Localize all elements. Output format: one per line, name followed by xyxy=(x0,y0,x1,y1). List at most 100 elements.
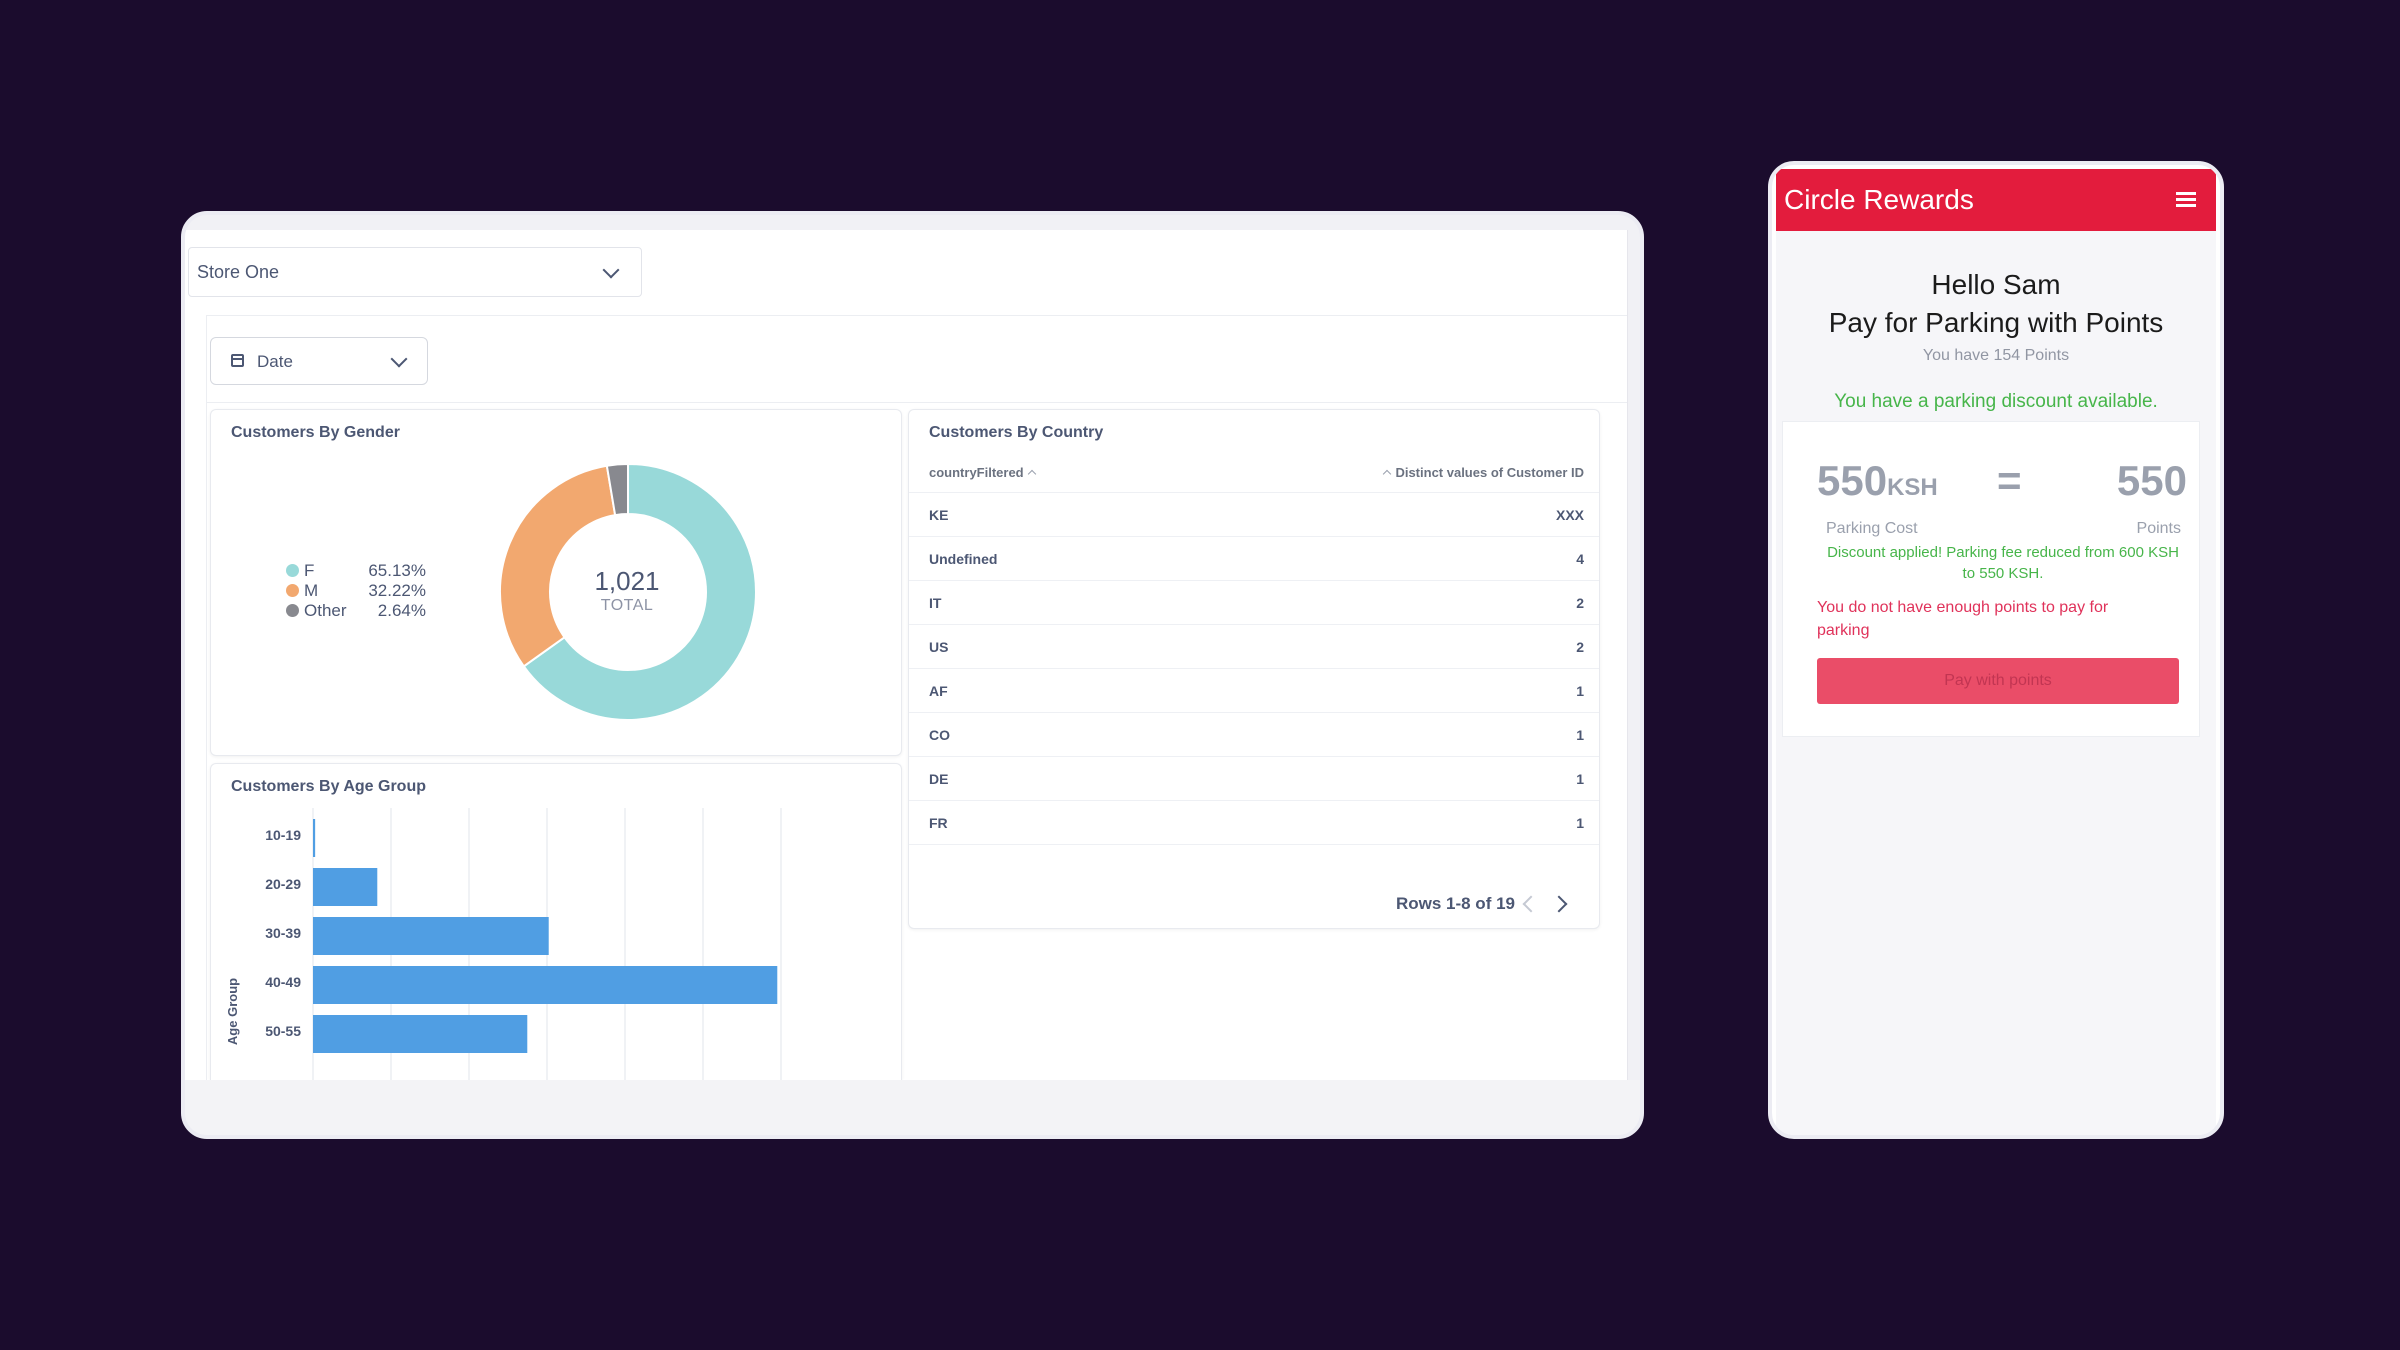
gender-donut-chart[interactable] xyxy=(500,464,756,720)
app-header: Circle Rewards xyxy=(1776,169,2216,231)
cell-country: FR xyxy=(929,815,948,831)
points-balance: You have 154 Points xyxy=(1922,347,2070,364)
chevron-left-icon[interactable] xyxy=(1522,895,1540,913)
pager-label: Rows 1-8 of 19 xyxy=(1395,894,1515,913)
table-row[interactable]: Undefined 4 xyxy=(909,537,1599,581)
discount-applied-message: Discount applied! Parking fee reduced fr… xyxy=(1827,544,2179,582)
legend-name: Other xyxy=(304,601,347,620)
parking-cost-caption: Parking Cost xyxy=(1826,520,1918,537)
date-filter[interactable]: Date xyxy=(210,337,428,385)
pay-button-label: Pay with points xyxy=(1944,672,2052,689)
cell-count: 1 xyxy=(1576,683,1584,699)
table-row[interactable]: KE XXX xyxy=(909,493,1599,537)
donut-slice-m[interactable] xyxy=(500,464,617,668)
store-select[interactable]: Store One xyxy=(188,247,642,297)
donut-slice-other[interactable] xyxy=(605,464,629,517)
table-row[interactable]: AF 1 xyxy=(909,669,1599,713)
app-title: Circle Rewards xyxy=(1784,184,1974,215)
cell-country: CO xyxy=(929,727,950,743)
chevron-right-icon[interactable] xyxy=(1550,895,1568,913)
tick-label: 40-49 xyxy=(265,974,301,990)
date-filter-label: Date xyxy=(257,352,293,371)
tick-label: 10-19 xyxy=(265,827,301,843)
country-card: Customers By Country countryFiltered Dis… xyxy=(908,409,1600,929)
chevron-down-icon xyxy=(602,261,620,279)
table-row[interactable]: IT 2 xyxy=(909,581,1599,625)
column-header-country[interactable]: countryFiltered xyxy=(929,465,1040,480)
cell-country: AF xyxy=(929,683,948,699)
donut-total-label: TOTAL xyxy=(600,597,654,614)
tick-label: 30-39 xyxy=(265,925,301,941)
parking-cost-value: 550 xyxy=(1817,457,1888,504)
age-bar-chart[interactable]: 10-19 20-29 30-39 40-49 50-55 xyxy=(211,808,901,1081)
legend-dot xyxy=(286,564,299,577)
table-row[interactable]: US 2 xyxy=(909,625,1599,669)
sort-asc-icon xyxy=(1027,469,1036,478)
sort-asc-icon xyxy=(1383,469,1392,478)
points-caption: Points xyxy=(2136,520,2181,537)
parking-cost-unit: KSH xyxy=(1887,474,1938,501)
cell-country: US xyxy=(929,639,949,655)
table-header: countryFiltered Distinct values of Custo… xyxy=(909,452,1599,493)
cell-country: Undefined xyxy=(929,551,998,567)
store-select-value: Store One xyxy=(197,262,280,282)
greeting: Hello Sam xyxy=(1931,269,2061,300)
bar-30-39[interactable] xyxy=(313,917,549,955)
phone-content: Hello Sam Pay for Parking with Points Yo… xyxy=(1776,231,2216,1135)
country-table: countryFiltered Distinct values of Custo… xyxy=(909,452,1599,845)
cell-count: 1 xyxy=(1576,727,1584,743)
cell-count: 4 xyxy=(1576,551,1584,567)
points-required: 550 xyxy=(2116,457,2187,504)
legend-dot xyxy=(286,584,299,597)
table-row[interactable]: CO 1 xyxy=(909,713,1599,757)
dashboard-grid: Date Customers By Gender F 65.13% M 32 xyxy=(206,315,1627,1081)
pay-with-points-button[interactable]: Pay with points xyxy=(1817,658,2179,704)
parking-cost: 550KSH xyxy=(1817,457,1938,505)
tick-label: 20-29 xyxy=(265,876,301,892)
parking-payment-card: 550KSH = 550 Parking Cost Points Discoun… xyxy=(1782,421,2200,737)
bar-10-19[interactable] xyxy=(313,819,316,857)
column-header-label: Distinct values of Customer ID xyxy=(1395,465,1584,480)
cell-count: 2 xyxy=(1576,595,1584,611)
column-header-label: countryFiltered xyxy=(929,465,1024,480)
page-title: Pay for Parking with Points xyxy=(1828,307,2164,338)
bar-40-49[interactable] xyxy=(313,966,778,1004)
legend-value: 32.22% xyxy=(368,581,426,600)
donut-slice-f[interactable] xyxy=(522,464,756,720)
divider xyxy=(207,402,1627,403)
donut-total-value: 1,021 xyxy=(594,566,660,596)
chevron-down-icon xyxy=(390,350,408,368)
bar-50-55[interactable] xyxy=(313,1015,528,1053)
phone-window: Circle Rewards Hello Sam Pay for Parking… xyxy=(1768,161,2224,1139)
cell-count: 1 xyxy=(1576,815,1584,831)
insufficient-points-error: You do not have enough points to pay for… xyxy=(1817,599,2109,639)
age-group-card: Customers By Age Group Age Group 10-19 20… xyxy=(210,763,902,1081)
table-row[interactable]: DE 1 xyxy=(909,757,1599,801)
legend-item[interactable]: F 65.13% xyxy=(286,561,426,581)
column-header-count[interactable]: Distinct values of Customer ID xyxy=(1379,465,1584,480)
legend-value: 2.64% xyxy=(377,601,426,620)
gender-legend: F 65.13% M 32.22% Other 2.64% xyxy=(286,561,426,621)
legend-item[interactable]: M 32.22% xyxy=(286,581,426,601)
bar-20-29[interactable] xyxy=(313,868,378,906)
tick-label: 50-55 xyxy=(265,1023,301,1039)
gender-card: Customers By Gender F 65.13% M 32.22% xyxy=(210,409,902,756)
dashboard-content: Store One Date Customers By Gender F 65.… xyxy=(185,230,1628,1081)
calendar-icon xyxy=(231,354,244,367)
card-title: Customers By Age Group xyxy=(231,778,426,795)
card-title: Customers By Country xyxy=(929,424,1104,441)
card-title: Customers By Gender xyxy=(231,424,400,441)
dashboard-footer xyxy=(185,1080,1640,1135)
legend-name: M xyxy=(304,581,319,600)
discount-notice: You have a parking discount available. xyxy=(1834,391,2158,412)
equals-sign: = xyxy=(1997,457,2022,504)
legend-item[interactable]: Other 2.64% xyxy=(286,601,426,621)
cell-country: KE xyxy=(929,507,949,523)
table-row[interactable]: FR 1 xyxy=(909,801,1599,845)
cell-count: 2 xyxy=(1576,639,1584,655)
cell-count: 1 xyxy=(1576,771,1584,787)
legend-value: 65.13% xyxy=(368,561,426,580)
cell-country: IT xyxy=(929,595,942,611)
hamburger-menu-icon[interactable] xyxy=(2176,192,2196,208)
dashboard-window: Store One Date Customers By Gender F 65.… xyxy=(181,211,1644,1139)
